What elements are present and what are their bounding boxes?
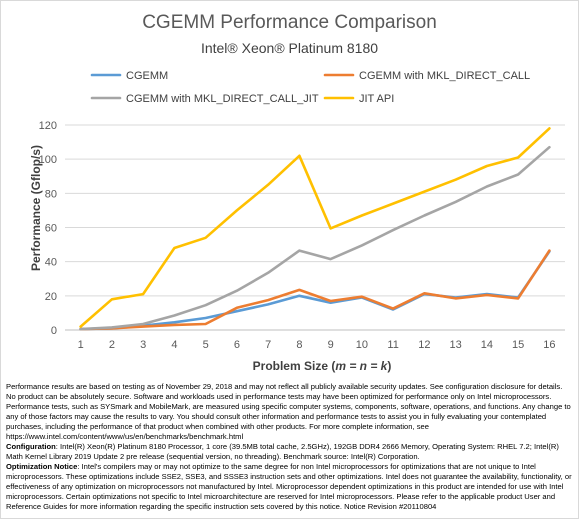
series-line-4	[79, 127, 551, 328]
x-axis-title: Problem Size (m = n = k)	[253, 359, 392, 373]
x-tick-label: 1	[78, 339, 84, 351]
x-tick-label: 9	[328, 339, 334, 351]
y-tick-label: 100	[39, 154, 57, 166]
legend-item: CGEMM	[90, 70, 168, 82]
chart-subtitle: Intel® Xeon® Platinum 8180	[200, 40, 379, 56]
note-text: Performance results are based on testing…	[6, 382, 571, 441]
y-tick-labels: 0 20 40 60 80 100 120	[39, 120, 57, 337]
y-tick-label: 120	[39, 120, 57, 132]
note-paragraph: Performance results are based on testing…	[6, 382, 574, 442]
note-heading: Optimization Notice	[6, 462, 78, 471]
x-tick-label: 12	[418, 339, 430, 351]
x-tick-label: 2	[109, 339, 115, 351]
chart-title: CGEMM Performance Comparison	[142, 12, 437, 33]
x-tick-label: 14	[481, 339, 493, 351]
x-tick-label: 7	[265, 339, 271, 351]
x-tick-label: 10	[356, 339, 368, 351]
note-text: : Intel(R) Xeon(R) Platinum 8180 Process…	[6, 442, 559, 461]
legend-item: CGEMM with MKL_DIRECT_CALL	[323, 70, 530, 82]
x-tick-label: 8	[296, 339, 302, 351]
chart-legend: CGEMM CGEMM with MKL_DIRECT_CALL CGEMM wit…	[90, 70, 530, 105]
x-tick-labels: 1 2 3 4 5 6 7 8 9 10 11 12 13 14 15 16	[78, 339, 556, 351]
series-line-1	[79, 250, 551, 331]
line-chart: CGEMM CGEMM with MKL_DIRECT_CALL CGEMM wit…	[29, 70, 565, 373]
x-tick-label: 5	[203, 339, 209, 351]
legend-item: JIT API	[323, 93, 394, 105]
legend-label: JIT API	[359, 93, 394, 105]
series-line-3	[79, 145, 551, 331]
y-tick-label: 0	[51, 325, 57, 337]
y-tick-label: 20	[45, 291, 57, 303]
disclaimer-notes: Performance results are based on testing…	[6, 382, 574, 512]
legend-label: CGEMM	[126, 70, 168, 82]
x-tick-label: 4	[171, 339, 177, 351]
x-axis-title-prefix: Problem Size (	[253, 359, 336, 373]
x-tick-label: 3	[140, 339, 146, 351]
y-tick-label: 40	[45, 257, 57, 269]
x-axis-title-suffix: )	[387, 359, 391, 373]
x-tick-label: 13	[450, 339, 462, 351]
note-text: : Intel's compilers may or may not optim…	[6, 462, 572, 511]
x-tick-label: 6	[234, 339, 240, 351]
note-paragraph: Optimization Notice: Intel's compilers m…	[6, 462, 574, 512]
legend-item: CGEMM with MKL_DIRECT_CALL_JIT	[90, 93, 319, 105]
x-tick-label: 16	[543, 339, 555, 351]
series-lines	[79, 127, 551, 331]
legend-label: CGEMM with MKL_DIRECT_CALL_JIT	[126, 93, 319, 105]
x-tick-label: 11	[387, 339, 398, 351]
y-tick-label: 60	[45, 223, 57, 235]
series-line-2	[79, 249, 551, 331]
x-axis-title-vars: m = n = k	[335, 359, 388, 373]
note-paragraph: Configuration: Intel(R) Xeon(R) Platinum…	[6, 442, 574, 462]
y-axis-title: Performance (Gflop/s)	[29, 145, 43, 271]
x-tick-label: 15	[512, 339, 524, 351]
legend-label: CGEMM with MKL_DIRECT_CALL	[359, 70, 530, 82]
note-heading: Configuration	[6, 442, 56, 451]
y-tick-label: 80	[45, 188, 57, 200]
